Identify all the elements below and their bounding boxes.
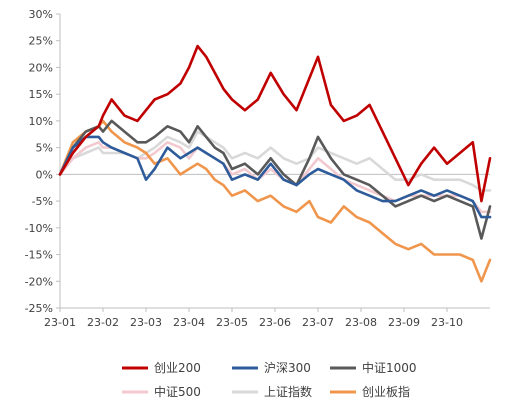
y-tick-label: -5% xyxy=(32,195,53,208)
legend-label: 中证500 xyxy=(154,384,201,399)
x-tick-label: 23-03 xyxy=(130,316,162,329)
y-tick-label: 5% xyxy=(36,142,53,155)
y-tick-label: -10% xyxy=(25,222,53,235)
y-tick-label: 20% xyxy=(29,61,53,74)
legend-label: 上证指数 xyxy=(264,384,312,399)
y-tick-label: 30% xyxy=(29,8,53,21)
series-line-2 xyxy=(58,135,492,219)
legend-label: 沪深300 xyxy=(264,361,311,375)
x-tick-label: 23-10 xyxy=(431,316,463,329)
y-tick-label: -15% xyxy=(25,249,53,262)
y-tick-label: 25% xyxy=(29,35,53,48)
x-tick-label: 23-04 xyxy=(173,316,205,329)
series-line-1 xyxy=(58,44,492,203)
legend: 创业200 沪深300 中证1000 中证500 上证指数 创业板指 xyxy=(122,360,417,399)
legend-label: 中证1000 xyxy=(362,360,417,375)
y-tick-label: -20% xyxy=(25,275,53,288)
plot-area: 30%25%20%15%10%5%0%-5%-10%-15%-20%-25%23… xyxy=(25,8,490,329)
x-tick-label: 23-06 xyxy=(259,316,291,329)
series-lines xyxy=(58,44,492,283)
y-tick-label: 10% xyxy=(29,115,53,128)
x-tick-label: 23-05 xyxy=(216,316,248,329)
y-tick-label: 15% xyxy=(29,88,53,101)
series-line-5 xyxy=(58,130,492,192)
x-tick-label: 23-01 xyxy=(44,316,76,329)
series-line-6 xyxy=(58,119,492,283)
y-tick-label: 0% xyxy=(36,168,53,181)
x-tick-label: 23-08 xyxy=(345,316,377,329)
x-tick-label: 23-07 xyxy=(302,316,334,329)
x-tick-label: 23-09 xyxy=(388,316,420,329)
series-line-3 xyxy=(58,119,492,240)
legend-label: 创业200 xyxy=(154,361,201,375)
y-tick-label: -25% xyxy=(25,302,53,315)
legend-label: 创业板指 xyxy=(362,384,410,399)
x-tick-label: 23-02 xyxy=(87,316,119,329)
